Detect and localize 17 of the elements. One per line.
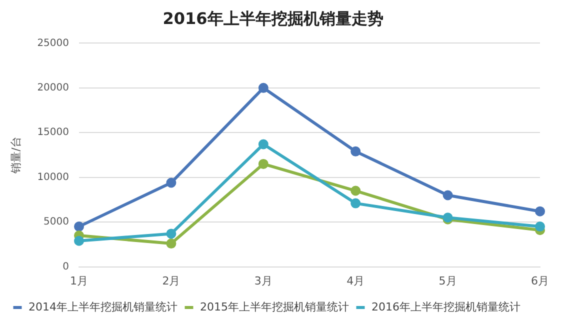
x-tick-label: 2月 bbox=[162, 274, 180, 288]
y-tick-label: 5000 bbox=[44, 216, 70, 228]
x-tick-label: 6月 bbox=[531, 274, 549, 288]
legend-label: 2014年上半年挖掘机销量统计 bbox=[28, 300, 178, 314]
x-tick-label: 1月 bbox=[70, 274, 88, 288]
x-tick-label: 3月 bbox=[254, 274, 272, 288]
y-tick-label: 25000 bbox=[37, 38, 70, 49]
x-tick-label: 5月 bbox=[438, 274, 457, 288]
x-tick-label: 4月 bbox=[346, 274, 365, 288]
y-tick-label: 0 bbox=[62, 261, 70, 272]
chart-title: 2016年上半年挖掘机销量走势 bbox=[162, 8, 384, 28]
y-tick-label: 10000 bbox=[37, 172, 70, 183]
y-tick-label: 15000 bbox=[37, 127, 70, 138]
legend-label: 2016年上半年挖掘机销量统计 bbox=[371, 300, 520, 314]
y-axis-title: 销量/台 bbox=[9, 136, 22, 174]
y-tick-label: 20000 bbox=[37, 82, 70, 94]
legend-label: 2015年上半年挖掘机销量统计 bbox=[200, 300, 349, 314]
